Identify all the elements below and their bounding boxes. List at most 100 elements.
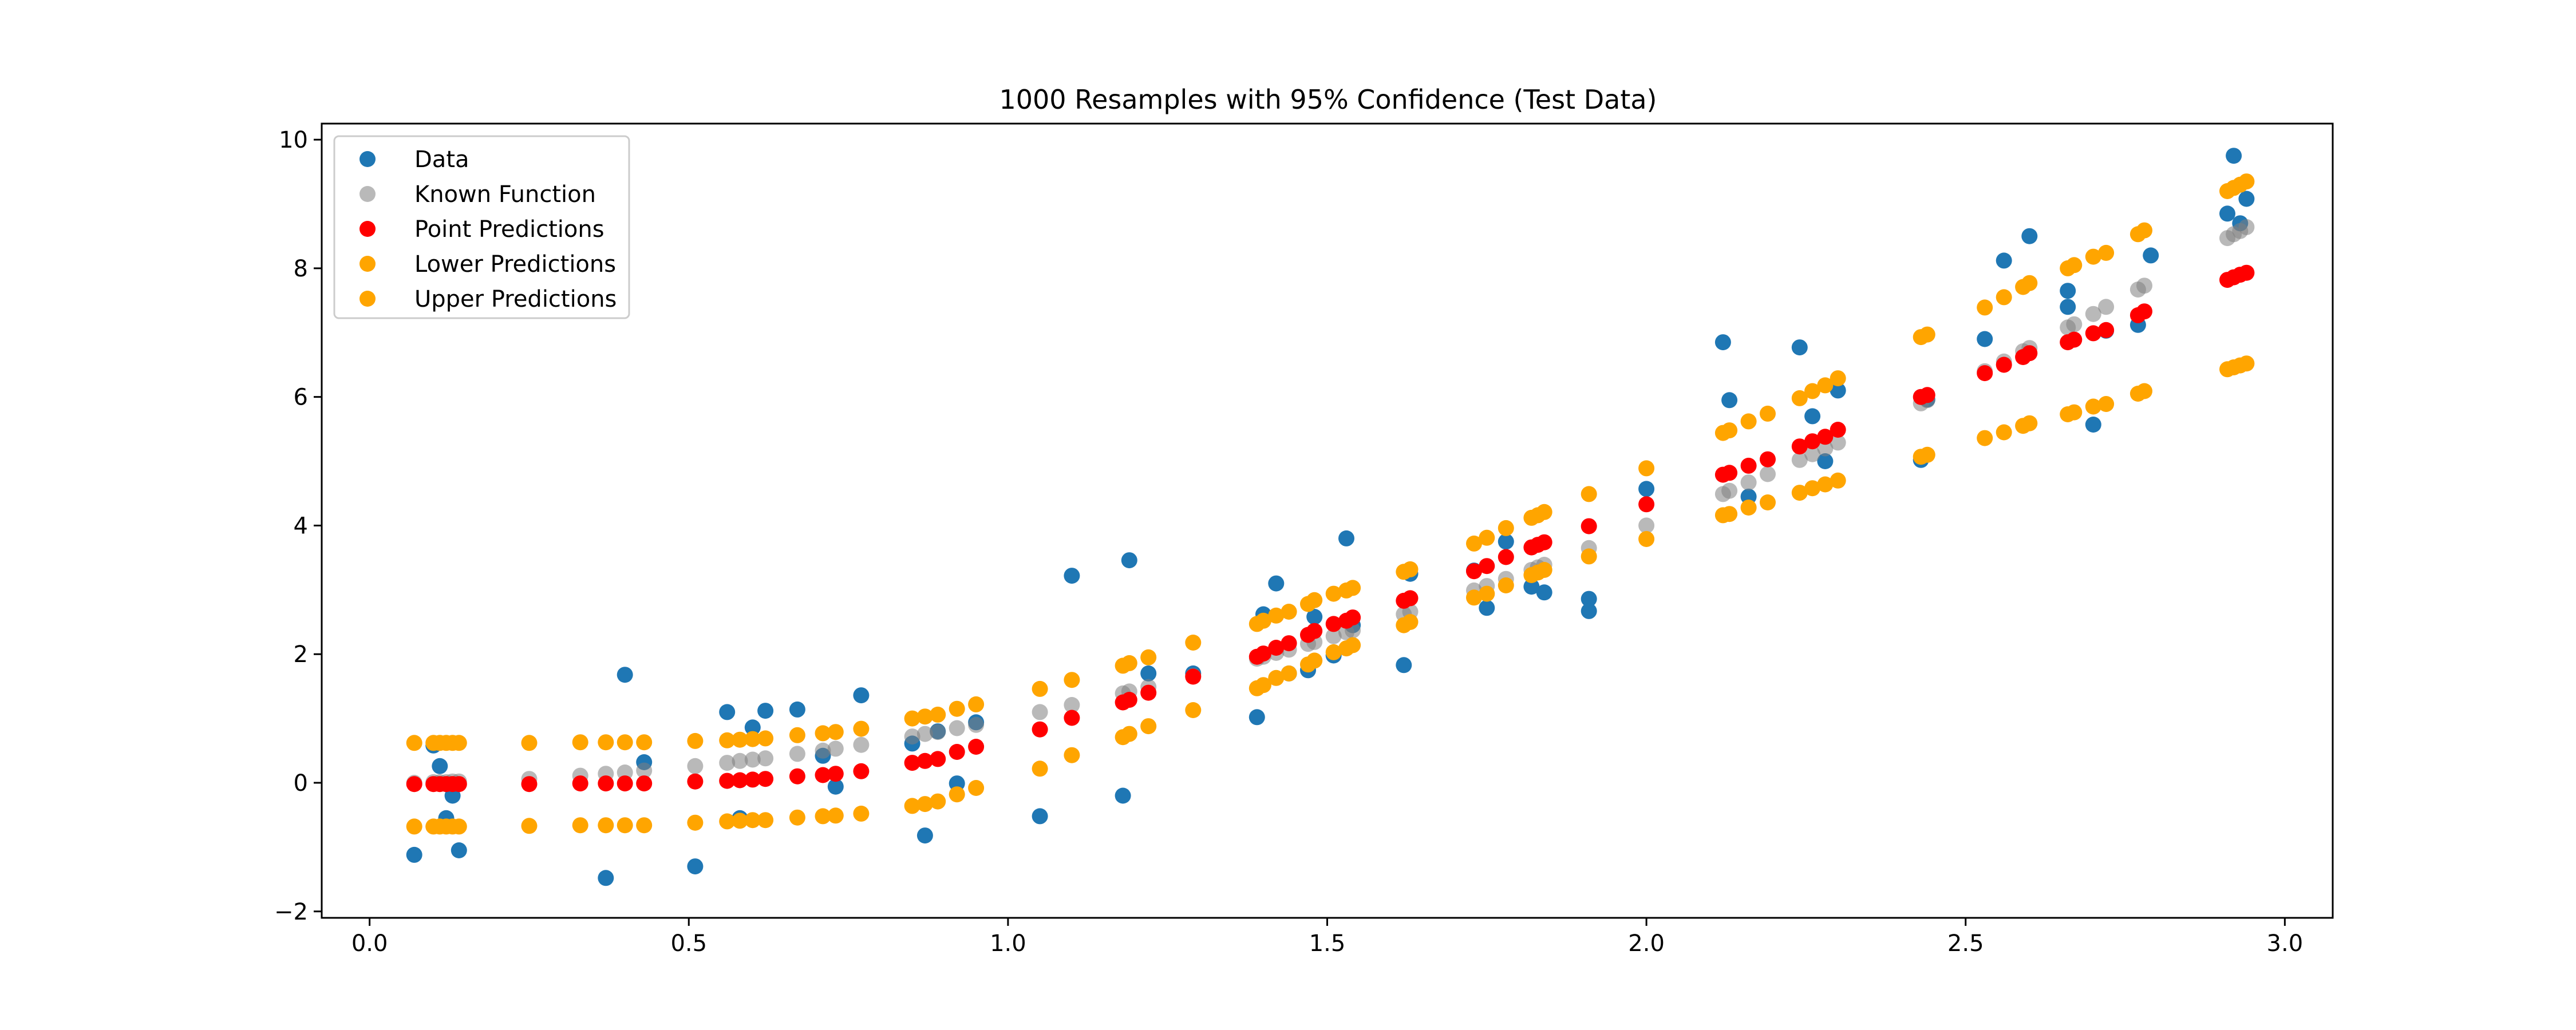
data-point xyxy=(744,771,761,788)
data-point xyxy=(1638,517,1655,534)
data-point xyxy=(1791,438,1808,455)
data-point xyxy=(1919,446,1935,463)
data-point xyxy=(1121,726,1137,742)
data-point xyxy=(1064,710,1080,726)
data-point xyxy=(2021,275,2038,291)
y-axis: −2 0 2 4 6 8 10 xyxy=(274,127,322,925)
data-point xyxy=(968,739,985,755)
data-point xyxy=(744,719,761,736)
data-point xyxy=(687,814,704,831)
data-point xyxy=(2238,219,2255,235)
data-point xyxy=(687,732,704,749)
data-point xyxy=(1581,518,1597,534)
data-point xyxy=(930,724,946,740)
data-point xyxy=(1345,580,1361,596)
data-point xyxy=(451,818,467,835)
y-tick-label: −2 xyxy=(274,899,308,925)
data-point xyxy=(1977,365,1993,382)
data-point xyxy=(572,734,588,751)
data-point xyxy=(2085,248,2101,265)
data-point xyxy=(636,762,653,779)
legend-label: Lower Predictions xyxy=(414,251,616,278)
data-point xyxy=(636,817,653,834)
data-point xyxy=(1255,677,1271,694)
data-point xyxy=(904,755,920,771)
data-point xyxy=(1140,718,1157,735)
data-point xyxy=(1977,331,1993,347)
data-point xyxy=(1268,575,1285,592)
data-point xyxy=(1804,408,1821,425)
data-point xyxy=(2066,404,2083,421)
data-point xyxy=(1121,692,1137,708)
data-point xyxy=(1830,382,1846,399)
x-tick-label: 0.5 xyxy=(670,930,707,957)
data-point xyxy=(949,786,965,803)
data-point xyxy=(949,744,965,760)
series-4 xyxy=(406,173,2255,751)
data-point xyxy=(827,740,844,757)
data-point xyxy=(1638,481,1655,497)
data-point xyxy=(1402,614,1419,630)
data-point xyxy=(1817,377,1834,394)
data-point xyxy=(789,701,805,718)
data-point xyxy=(432,758,448,774)
data-point xyxy=(968,716,985,733)
data-point xyxy=(598,775,614,792)
data-point xyxy=(1185,668,1202,685)
data-point xyxy=(2136,383,2152,399)
data-point xyxy=(1791,485,1808,501)
data-point xyxy=(1325,644,1342,660)
data-point xyxy=(789,727,805,743)
data-point xyxy=(1721,482,1738,499)
data-point xyxy=(744,751,761,768)
data-point xyxy=(1185,635,1202,651)
x-tick-label: 2.0 xyxy=(1628,930,1665,957)
data-point xyxy=(1306,652,1323,669)
data-point xyxy=(732,731,748,748)
data-point xyxy=(598,734,614,751)
data-point xyxy=(719,755,736,771)
y-tick-label: 4 xyxy=(294,513,308,539)
data-point xyxy=(1032,680,1048,697)
data-point xyxy=(732,813,748,829)
data-point xyxy=(1638,531,1655,547)
data-point xyxy=(521,776,538,793)
data-point xyxy=(2136,278,2152,294)
data-point xyxy=(1536,584,1552,601)
data-point xyxy=(789,809,805,826)
legend-label: Upper Predictions xyxy=(414,286,617,312)
data-point xyxy=(1115,787,1131,804)
data-point xyxy=(732,772,748,789)
data-point xyxy=(1760,466,1776,482)
data-point xyxy=(789,746,805,762)
data-point xyxy=(1791,390,1808,406)
data-point xyxy=(968,696,985,712)
data-point xyxy=(916,726,933,742)
data-point xyxy=(1996,252,2012,269)
data-point xyxy=(1140,684,1157,701)
data-point xyxy=(1479,585,1495,602)
data-point xyxy=(815,808,831,825)
data-point xyxy=(1817,429,1834,445)
data-point xyxy=(1996,356,2012,373)
data-point xyxy=(1760,405,1776,422)
data-point xyxy=(853,687,870,704)
series-3 xyxy=(406,355,2255,835)
data-point xyxy=(1721,392,1738,409)
data-point xyxy=(1830,370,1846,387)
data-point xyxy=(1345,609,1361,626)
data-point xyxy=(1498,577,1514,593)
plot-marks xyxy=(406,148,2255,886)
data-point xyxy=(1536,562,1552,578)
data-point xyxy=(904,710,920,727)
data-point xyxy=(406,776,422,793)
data-point xyxy=(2098,244,2115,261)
data-point xyxy=(916,752,933,769)
data-point xyxy=(2060,299,2076,315)
data-point xyxy=(1306,623,1323,639)
data-point xyxy=(1760,494,1776,510)
data-point xyxy=(2066,331,2083,348)
data-point xyxy=(2021,228,2038,244)
data-point xyxy=(2066,316,2083,332)
data-point xyxy=(1536,504,1552,520)
